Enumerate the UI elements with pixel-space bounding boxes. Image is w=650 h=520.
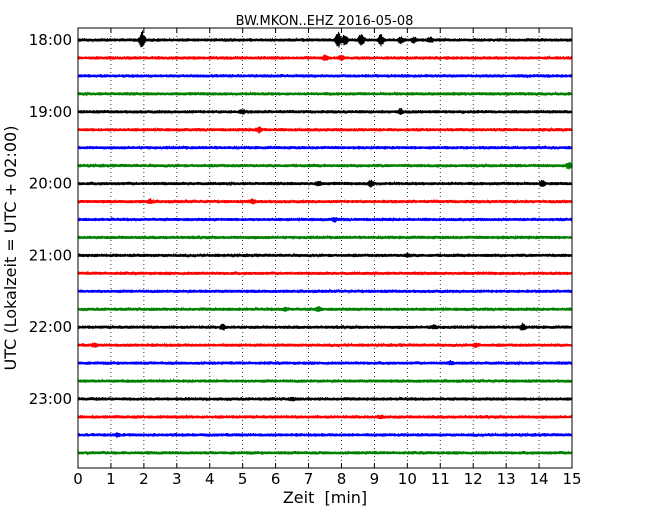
x-tick-label: 15 [562,470,581,488]
y-tick-label: 21:00 [29,246,72,264]
x-tick-label: 1 [106,470,116,488]
y-tick-label: 23:00 [29,390,72,408]
trace-line-2100 [77,252,573,259]
trace-line-2115 [77,270,573,277]
x-tick-label: 5 [238,470,248,488]
y-axis-label: UTC (Lokalzeit = UTC + 02:00) [1,126,20,371]
trace-line-1915 [77,126,573,134]
trace-line-2300 [77,395,573,402]
y-tick-label: 20:00 [29,175,72,193]
trace-line-2030 [77,216,573,223]
x-tick-label: 0 [73,470,83,488]
trace-line-2215 [77,341,573,349]
trace-line-2015 [77,198,573,205]
trace-line-2230 [77,360,573,367]
x-tick-label: 3 [172,470,182,488]
x-axis-label: Zeit [min] [283,488,367,507]
trace-line-1930 [77,144,573,151]
grid-lines [110,28,540,468]
x-tick-label: 10 [398,470,417,488]
chart-title: BW.MKON..EHZ 2016-05-08 [236,14,414,29]
trace-line-1900 [77,108,573,115]
x-tick-label: 6 [271,470,281,488]
trace-line-2245 [77,377,573,385]
y-tick-label: 22:00 [29,318,72,336]
y-tick-label: 18:00 [29,31,72,49]
y-tick-label: 19:00 [29,103,72,121]
trace-line-1830 [77,73,573,79]
y-axis-tick-labels: 18:00 19:00 20:00 21:00 22:00 23:00 [29,31,72,408]
trace-line-1945 [77,162,573,170]
x-tick-label: 7 [304,470,314,488]
trace-line-2330 [77,431,573,439]
trace-line-2000 [77,179,573,188]
x-axis-tick-labels: 0 1 2 3 4 5 6 7 8 9 10 11 12 13 14 15 [73,470,581,488]
x-tick-label: 2 [139,470,149,488]
trace-line-2200 [77,322,573,331]
x-tick-label: 9 [370,470,380,488]
x-tick-label: 13 [497,470,516,488]
trace-line-2345 [77,449,573,456]
x-tick-label: 11 [431,470,450,488]
trace-line-2145 [77,306,573,313]
x-tick-label: 4 [205,470,215,488]
trace-line-2130 [77,288,573,295]
seismogram-traces [77,30,573,456]
trace-line-1845 [77,90,573,97]
trace-line-2045 [77,234,573,241]
trace-line-2315 [77,413,573,421]
axis-ticks [77,28,573,468]
trace-line-1815 [77,54,573,62]
plot-area-frame [77,27,573,469]
x-tick-label: 14 [530,470,549,488]
x-tick-label: 12 [464,470,483,488]
trace-line-1800 [77,30,573,48]
x-tick-label: 8 [337,470,347,488]
